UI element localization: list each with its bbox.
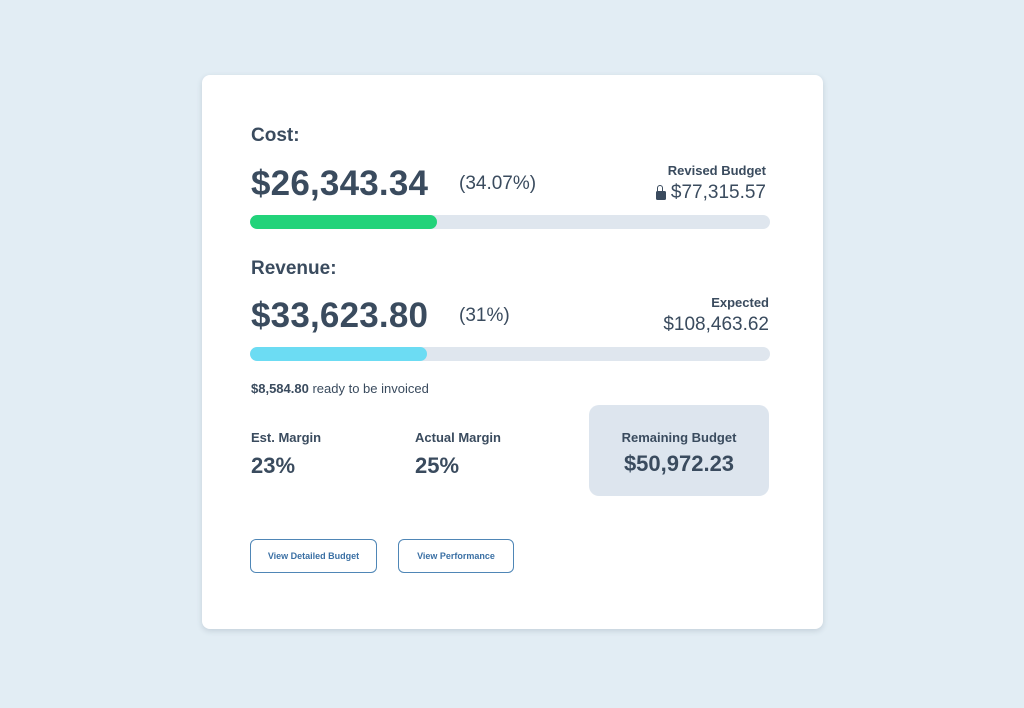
revised-budget-label: Revised Budget bbox=[667, 163, 766, 178]
revenue-amount: $33,623.80 bbox=[251, 296, 429, 335]
est-margin: Est. Margin 23% bbox=[251, 430, 321, 479]
actual-margin: Actual Margin 25% bbox=[415, 430, 501, 479]
cost-amount: $26,343.34 bbox=[251, 164, 429, 203]
lock-icon bbox=[655, 184, 666, 200]
invoice-note: $8,584.80 ready to be invoiced bbox=[251, 381, 429, 396]
revenue-percent: (31%) bbox=[459, 305, 510, 326]
expected-label: Expected bbox=[711, 295, 769, 310]
invoice-text: ready to be invoiced bbox=[312, 381, 429, 396]
cost-progress-fill bbox=[250, 215, 438, 229]
cost-label: Cost: bbox=[251, 125, 300, 146]
view-performance-button[interactable]: View Performance bbox=[398, 539, 514, 573]
cost-percent: (34.07%) bbox=[459, 173, 537, 194]
actual-margin-label: Actual Margin bbox=[415, 430, 501, 445]
cost-progress-track bbox=[250, 215, 770, 229]
remaining-budget-value: $50,972.23 bbox=[623, 451, 735, 476]
expected-value: $108,463.62 bbox=[663, 314, 769, 335]
view-detailed-budget-button[interactable]: View Detailed Budget bbox=[250, 539, 377, 573]
revenue-label: Revenue: bbox=[251, 258, 337, 279]
invoice-amount: $8,584.80 bbox=[251, 381, 309, 396]
revenue-progress-track bbox=[250, 347, 770, 361]
revised-budget-value: $77,315.57 bbox=[670, 182, 766, 203]
revised-budget-value-wrap: $77,315.57 bbox=[655, 182, 766, 204]
actual-margin-value: 25% bbox=[415, 453, 460, 478]
remaining-budget-label: Remaining Budget bbox=[621, 430, 737, 445]
budget-card: Cost: $26,343.34 (34.07%) Revised Budget… bbox=[202, 75, 823, 629]
est-margin-label: Est. Margin bbox=[251, 430, 322, 445]
expected-value-wrap: $108,463.62 bbox=[663, 314, 769, 336]
remaining-budget-box: Remaining Budget $50,972.23 bbox=[589, 405, 769, 496]
est-margin-value: 23% bbox=[251, 453, 296, 478]
revenue-progress-fill bbox=[250, 347, 427, 361]
